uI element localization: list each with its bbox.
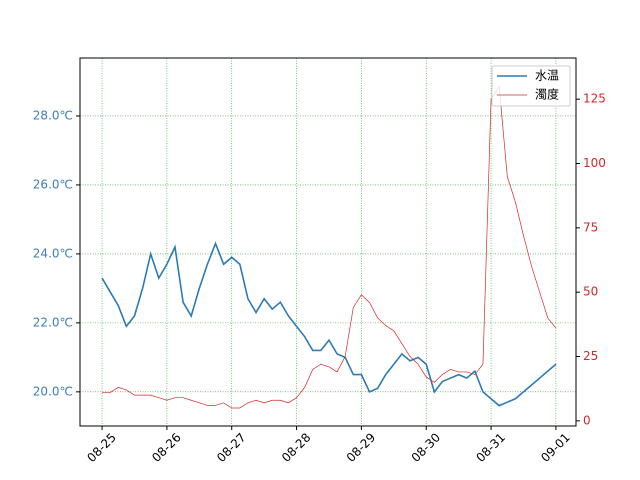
plot-frame	[79, 57, 577, 427]
x-tick-label: 08-28	[279, 430, 314, 465]
x-tick-label: 08-30	[409, 430, 444, 465]
y-tick-label: 24.0℃	[33, 246, 73, 260]
series-line	[101, 241, 557, 407]
y-tick-label: 22.0℃	[33, 315, 73, 329]
y-tick-label: 26.0℃	[33, 177, 73, 191]
y-tick-label: 28.0℃	[33, 108, 73, 122]
x-tick-label: 09-01	[538, 430, 573, 465]
x-tick-label: 08-25	[84, 430, 119, 465]
x-tick-label: 08-29	[344, 430, 379, 465]
x-tick-label: 08-26	[149, 430, 184, 465]
legend-label: 濁度	[535, 87, 559, 102]
plot-area	[80, 58, 576, 426]
x-tick-label: 08-31	[473, 430, 508, 465]
y2-tick-label: 125	[583, 92, 606, 106]
y2-tick-label: 25	[583, 349, 598, 363]
legend-label: 水温	[535, 69, 559, 83]
y2-tick-label: 0	[583, 413, 591, 427]
x-tick-label: 08-27	[214, 430, 249, 465]
series-line	[102, 85, 557, 409]
y-tick-label: 20.0℃	[33, 384, 73, 398]
y2-tick-label: 50	[583, 285, 598, 299]
y2-tick-label: 100	[583, 156, 606, 170]
y2-tick-label: 75	[583, 220, 598, 234]
